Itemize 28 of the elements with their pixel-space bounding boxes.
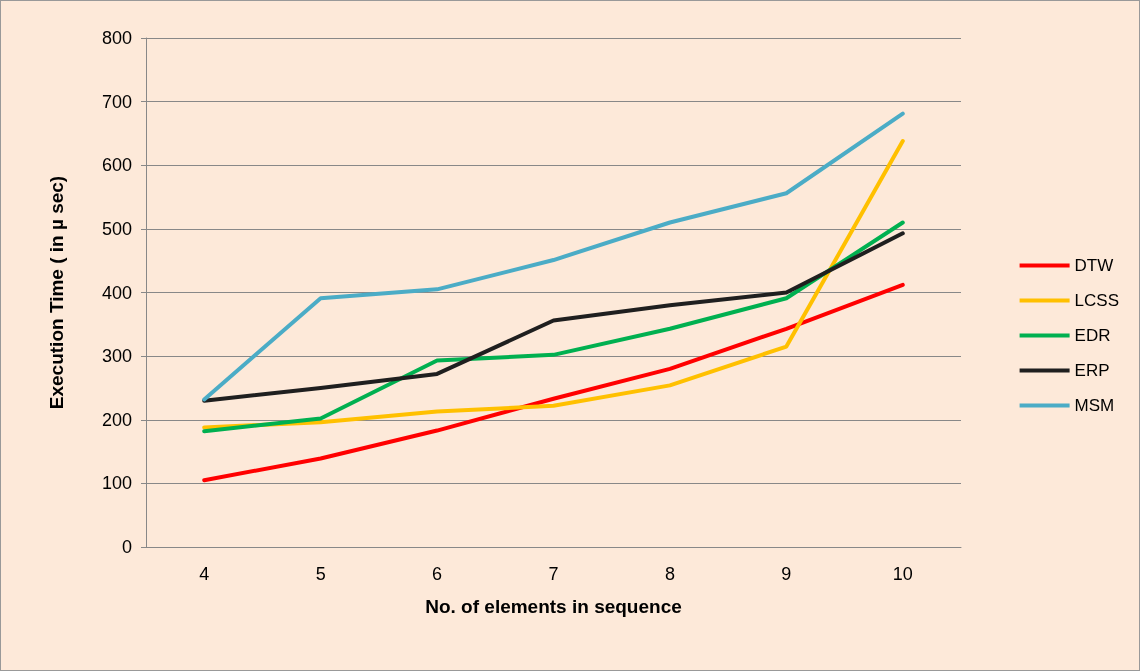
x-tick-label: 4: [199, 564, 210, 584]
legend-label: EDR: [1074, 326, 1111, 345]
x-axis-title: No. of elements in sequence: [425, 596, 682, 617]
legend-label: DTW: [1074, 256, 1114, 275]
y-tick-label: 300: [101, 346, 132, 367]
x-tick-label: 5: [315, 564, 326, 584]
x-tick-label: 8: [664, 564, 675, 584]
x-tick-label: 7: [548, 564, 559, 584]
line-series: [202, 139, 905, 430]
x-tick-label: 9: [781, 564, 792, 584]
line-series: [202, 282, 905, 483]
y-tick-label: 400: [101, 282, 132, 303]
line-series: [202, 231, 905, 403]
y-tick-label: 500: [101, 218, 132, 239]
x-tick-label: 6: [432, 564, 443, 584]
y-axis-title: Execution Time ( in µ sec): [46, 175, 67, 410]
y-tick-label: 800: [101, 28, 132, 48]
legend-label: ERP: [1074, 361, 1110, 380]
line-series: [202, 111, 905, 402]
legend-label: MSM: [1074, 396, 1115, 415]
y-tick-label: 200: [101, 409, 132, 430]
x-tick-label: 10: [892, 564, 913, 584]
legend-label: LCSS: [1074, 291, 1120, 310]
y-tick-label: 600: [101, 155, 132, 176]
y-tick-label: 700: [101, 91, 132, 112]
line-series: [202, 220, 905, 434]
y-tick-label: 100: [101, 473, 132, 494]
y-tick-label: 0: [121, 537, 132, 557]
